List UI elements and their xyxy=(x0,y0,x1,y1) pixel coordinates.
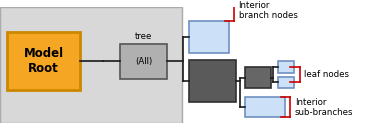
Text: tree: tree xyxy=(135,31,152,41)
Text: Interior
sub-branches: Interior sub-branches xyxy=(295,98,353,117)
FancyBboxPatch shape xyxy=(189,21,229,53)
FancyBboxPatch shape xyxy=(7,32,80,91)
FancyBboxPatch shape xyxy=(278,62,294,73)
Text: Interior
branch nodes: Interior branch nodes xyxy=(238,1,297,20)
Text: (All): (All) xyxy=(135,57,152,66)
FancyBboxPatch shape xyxy=(278,77,294,88)
FancyBboxPatch shape xyxy=(120,44,167,79)
FancyBboxPatch shape xyxy=(245,97,285,117)
FancyBboxPatch shape xyxy=(0,7,181,123)
Text: Model
Root: Model Root xyxy=(24,47,64,75)
FancyBboxPatch shape xyxy=(189,60,236,102)
Text: leaf nodes: leaf nodes xyxy=(304,70,349,79)
FancyBboxPatch shape xyxy=(245,67,270,88)
